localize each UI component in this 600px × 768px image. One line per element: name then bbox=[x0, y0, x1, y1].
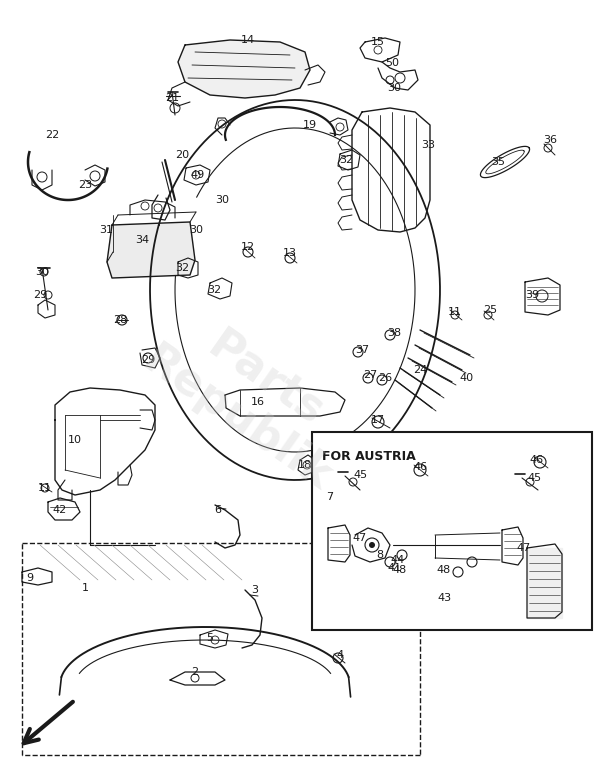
Text: 25: 25 bbox=[483, 305, 497, 315]
Text: 47: 47 bbox=[517, 543, 531, 553]
Text: 35: 35 bbox=[491, 157, 505, 167]
Text: 8: 8 bbox=[376, 550, 383, 560]
Text: 23: 23 bbox=[78, 180, 92, 190]
Text: 19: 19 bbox=[303, 120, 317, 130]
Text: 20: 20 bbox=[175, 150, 189, 160]
Text: 21: 21 bbox=[165, 93, 179, 103]
Text: 42: 42 bbox=[53, 505, 67, 515]
Text: 46: 46 bbox=[413, 462, 427, 472]
Text: 18: 18 bbox=[298, 460, 312, 470]
Text: 10: 10 bbox=[68, 435, 82, 445]
Text: 11: 11 bbox=[448, 307, 462, 317]
Text: 33: 33 bbox=[421, 140, 435, 150]
Text: 12: 12 bbox=[241, 242, 255, 252]
Text: 38: 38 bbox=[387, 328, 401, 338]
Text: 2: 2 bbox=[191, 667, 199, 677]
Text: FOR AUSTRIA: FOR AUSTRIA bbox=[322, 450, 416, 463]
Text: 1: 1 bbox=[82, 583, 89, 593]
Text: 32: 32 bbox=[175, 263, 189, 273]
Text: 15: 15 bbox=[371, 37, 385, 47]
Text: 7: 7 bbox=[326, 492, 334, 502]
Text: 45: 45 bbox=[528, 473, 542, 483]
Text: 48: 48 bbox=[437, 565, 451, 575]
Text: 40: 40 bbox=[460, 373, 474, 383]
Text: Parts
Republik: Parts Republik bbox=[135, 298, 369, 501]
Text: 39: 39 bbox=[525, 290, 539, 300]
Text: 29: 29 bbox=[33, 290, 47, 300]
Text: 30: 30 bbox=[215, 195, 229, 205]
Text: 13: 13 bbox=[283, 248, 297, 258]
Text: 26: 26 bbox=[378, 373, 392, 383]
Text: 9: 9 bbox=[26, 573, 34, 583]
Text: 48: 48 bbox=[393, 565, 407, 575]
Text: 47: 47 bbox=[353, 533, 367, 543]
Text: 43: 43 bbox=[437, 593, 451, 603]
Text: 11: 11 bbox=[38, 483, 52, 493]
Text: 34: 34 bbox=[135, 235, 149, 245]
Text: 22: 22 bbox=[45, 130, 59, 140]
Bar bbox=[312, 432, 592, 630]
Text: 14: 14 bbox=[241, 35, 255, 45]
Text: 44: 44 bbox=[391, 555, 405, 565]
Text: 32: 32 bbox=[207, 285, 221, 295]
Polygon shape bbox=[178, 40, 310, 98]
Text: 31: 31 bbox=[99, 225, 113, 235]
Text: 45: 45 bbox=[354, 470, 368, 480]
Text: 28: 28 bbox=[113, 315, 127, 325]
Text: 24: 24 bbox=[413, 365, 427, 375]
Text: 3: 3 bbox=[251, 585, 259, 595]
Text: 50: 50 bbox=[385, 58, 399, 68]
Polygon shape bbox=[527, 548, 562, 618]
Circle shape bbox=[369, 542, 375, 548]
Text: 5: 5 bbox=[206, 633, 214, 643]
Text: 49: 49 bbox=[191, 170, 205, 180]
Text: 29: 29 bbox=[141, 355, 155, 365]
Text: 30: 30 bbox=[35, 267, 49, 277]
Text: 6: 6 bbox=[215, 505, 221, 515]
Text: 41: 41 bbox=[388, 563, 402, 573]
Text: 4: 4 bbox=[337, 650, 344, 660]
Text: 32: 32 bbox=[339, 155, 353, 165]
Text: 36: 36 bbox=[543, 135, 557, 145]
Text: 30: 30 bbox=[387, 83, 401, 93]
Polygon shape bbox=[107, 222, 195, 278]
Text: 27: 27 bbox=[363, 370, 377, 380]
Text: 37: 37 bbox=[355, 345, 369, 355]
Text: 16: 16 bbox=[251, 397, 265, 407]
Text: 46: 46 bbox=[529, 455, 543, 465]
Text: 30: 30 bbox=[189, 225, 203, 235]
Text: 17: 17 bbox=[371, 415, 385, 425]
